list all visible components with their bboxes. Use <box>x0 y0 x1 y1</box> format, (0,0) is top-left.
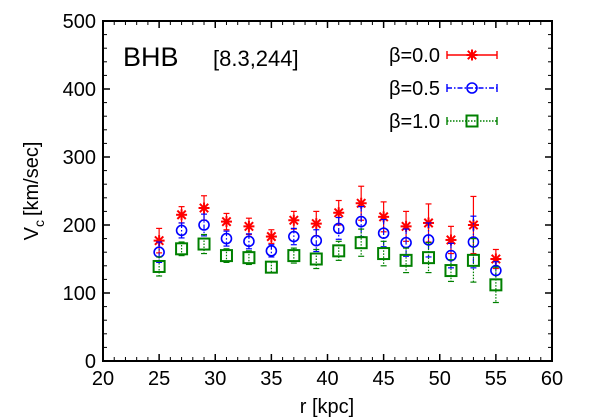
data-point <box>377 227 390 239</box>
data-point <box>220 216 232 228</box>
x-axis-label: r [kpc] <box>300 396 354 418</box>
data-point <box>152 259 166 273</box>
data-point <box>354 236 368 250</box>
legend-label: β=1.0 <box>389 111 440 133</box>
x-tick-label: 35 <box>260 368 282 390</box>
data-point <box>466 253 480 267</box>
y-tick-label: 0 <box>85 351 96 373</box>
y-tick-label: 200 <box>63 215 96 237</box>
tick-label-layer: 20 25 30 35 40 45 50 55 60 0 100 200 300 400 500 <box>63 11 564 390</box>
data-point <box>288 214 300 226</box>
series-2 <box>152 228 503 304</box>
y-axis-label-main: V <box>21 226 43 240</box>
data-point <box>153 235 165 247</box>
data-point <box>175 242 189 256</box>
data-point <box>198 219 210 231</box>
data-layer <box>152 185 503 304</box>
plot-frame <box>102 20 553 362</box>
data-point <box>220 232 233 245</box>
y-tick-label: 100 <box>63 283 96 305</box>
data-point <box>490 264 502 277</box>
data-point <box>264 260 278 274</box>
data-point <box>332 222 345 235</box>
data-point <box>175 224 188 237</box>
series-0 <box>153 185 502 270</box>
data-point <box>288 230 300 243</box>
data-point <box>197 237 211 251</box>
legend-marker <box>465 114 479 128</box>
data-point <box>444 264 458 278</box>
series-1 <box>153 206 502 280</box>
tick-layer <box>102 20 553 362</box>
x-tick-label: 50 <box>429 368 451 390</box>
data-point <box>265 231 277 243</box>
data-point <box>242 251 256 265</box>
chart-subtitle: [8.3,244] <box>213 46 299 71</box>
y-tick-label: 400 <box>63 79 96 101</box>
x-tick-label: 30 <box>204 368 226 390</box>
y-tick-label: 300 <box>63 147 96 169</box>
data-point <box>310 218 322 230</box>
data-point <box>309 252 323 266</box>
data-point <box>399 253 413 267</box>
data-point <box>489 278 503 292</box>
data-point <box>333 207 345 219</box>
x-tick-label: 40 <box>316 368 338 390</box>
y-tick-label: 500 <box>63 11 96 33</box>
data-point <box>243 220 255 232</box>
x-tick-label: 45 <box>373 368 395 390</box>
data-point <box>219 249 233 263</box>
legend-label: β=0.0 <box>389 45 440 67</box>
data-point <box>332 244 346 258</box>
data-point <box>377 247 391 261</box>
data-point <box>422 251 436 265</box>
data-point <box>176 209 188 221</box>
chart-title: BHB <box>123 42 179 72</box>
data-point <box>265 245 278 257</box>
x-tick-label: 25 <box>148 368 170 390</box>
y-axis-label-sub: c <box>31 220 47 227</box>
legend-label: β=0.5 <box>389 78 440 100</box>
legend-marker <box>466 82 478 94</box>
legend-marker <box>466 49 478 61</box>
data-point <box>243 235 255 248</box>
data-point <box>422 234 435 246</box>
y-axis-label-units: [km/sec] <box>21 142 43 216</box>
y-axis-label: Vc [km/sec] <box>21 142 47 241</box>
svg-text:Vc[km/sec]: Vc [km/sec] <box>21 142 47 241</box>
data-point <box>287 249 301 263</box>
data-point <box>310 234 323 247</box>
x-tick-label: 55 <box>485 368 507 390</box>
data-point <box>355 215 367 228</box>
data-point <box>198 202 210 214</box>
x-tick-label: 60 <box>541 368 563 390</box>
x-tick-label: 20 <box>92 368 114 390</box>
legend: β=0.0 β=0.5 β=1.0 <box>389 45 498 133</box>
data-point <box>467 236 480 248</box>
